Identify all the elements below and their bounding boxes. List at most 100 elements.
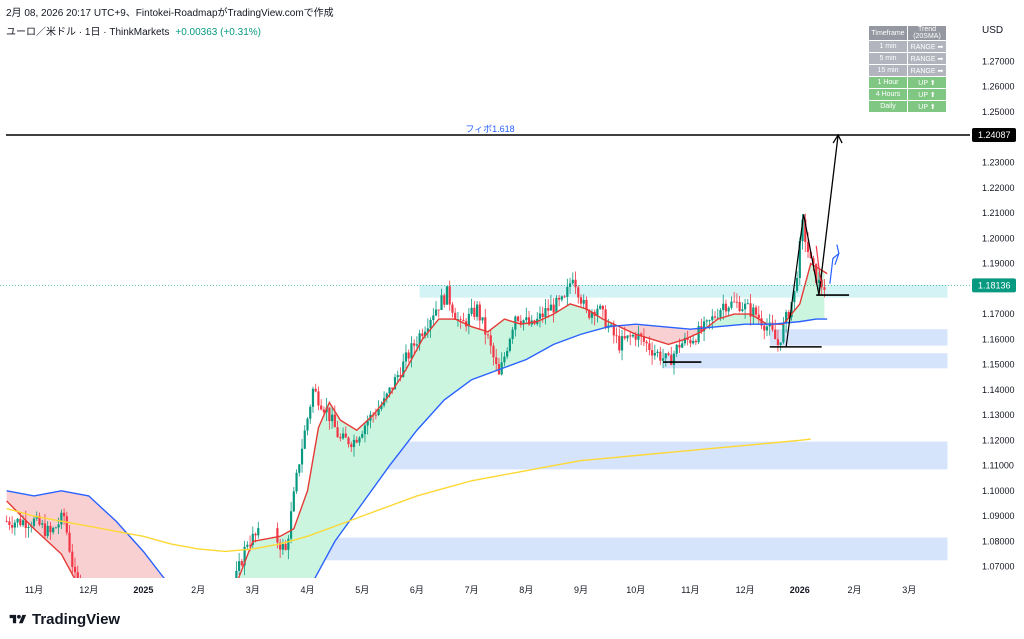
trend-value-cell: RANGE ➡ [908, 41, 946, 52]
candle-body-286 [804, 219, 807, 243]
sma-cloud-5 [786, 263, 825, 323]
y-tick-label: 1.26000 [982, 82, 1015, 92]
trend-tf-cell: 4 Hours [869, 89, 907, 100]
x-tick-label: 6月 [410, 585, 424, 595]
candle-body-121 [352, 439, 356, 448]
x-tick-label: 5月 [355, 585, 369, 595]
sma-cloud-1 [238, 303, 617, 578]
candle-body-211 [599, 305, 602, 309]
trend-tf-cell: 1 Hour [869, 77, 907, 88]
candle-body-183 [522, 320, 525, 325]
candle-body-141 [407, 352, 410, 359]
candle-body-108 [317, 391, 320, 406]
candle-body-246 [694, 340, 697, 343]
candle-body-201 [571, 279, 574, 284]
candle-body-25 [73, 566, 77, 573]
candle-body-155 [445, 286, 449, 305]
candle-body-92 [257, 528, 260, 536]
candle-body-222 [629, 335, 632, 337]
candle-body-292 [820, 279, 823, 288]
candle-body-146 [421, 333, 424, 337]
candle-body-6 [21, 520, 25, 526]
candle-body-5 [19, 518, 22, 526]
candle-body-106 [311, 388, 315, 407]
y-tick-label: 1.17000 [982, 309, 1015, 319]
trend-table: Timeframe Trend (20SMA) 1 min RANGE ➡ 5 mi… [868, 25, 947, 113]
candle-body-83 [233, 586, 235, 597]
candle-body-109 [320, 405, 323, 410]
candle-body-17 [52, 527, 55, 533]
candle-body-85 [238, 561, 241, 571]
candle-body-129 [374, 414, 377, 416]
candle-body-258 [727, 307, 730, 312]
candle-body-202 [574, 279, 577, 288]
candle-body-264 [744, 303, 747, 310]
candle-body-10 [32, 518, 36, 526]
candle-body-18 [54, 527, 57, 529]
candle-body-94 [279, 542, 282, 550]
candle-body-288 [809, 252, 812, 259]
candle-body-243 [686, 337, 689, 340]
candle-body-227 [642, 336, 646, 342]
candle-body-263 [741, 309, 744, 312]
candle-body-271 [763, 325, 766, 331]
candle-body-152 [437, 309, 440, 311]
candle-body-240 [678, 344, 681, 348]
candle-body-223 [631, 334, 635, 337]
blue-scenario-arrow [829, 252, 840, 284]
trend-value-cell: UP ⬆ [908, 77, 946, 88]
candle-body-130 [377, 408, 380, 416]
candle-body-238 [672, 353, 676, 365]
candle-body-167 [478, 304, 481, 321]
swing-line [785, 214, 820, 347]
candle-body-126 [366, 420, 369, 426]
y-tick-label: 1.19000 [982, 259, 1015, 269]
candle-body-182 [519, 321, 522, 325]
candle-body-114 [333, 414, 336, 428]
y-tick-label: 1.08000 [982, 536, 1015, 546]
candle-body-277 [779, 342, 782, 345]
candle-body-237 [670, 354, 673, 365]
candle-body-259 [730, 301, 733, 308]
candle-body-99 [292, 491, 295, 512]
tradingview-logo-icon [9, 614, 27, 624]
candle-body-122 [355, 439, 358, 443]
candle-body-102 [300, 448, 304, 465]
y-tick-label: 1.12000 [982, 435, 1015, 445]
candle-body-283 [795, 277, 799, 291]
candle-body-84 [235, 570, 238, 578]
candle-body-96 [284, 544, 287, 550]
tradingview-brand[interactable]: TradingView [8, 611, 120, 628]
candle-body-3 [13, 522, 16, 528]
candle-body-163 [467, 313, 470, 327]
candle-body-32 [93, 595, 95, 597]
candle-body-268 [754, 307, 758, 315]
candle-body-82 [230, 597, 232, 600]
x-tick-label: 3月 [902, 585, 916, 595]
candle-body-35 [101, 596, 103, 600]
candle-body-23 [68, 532, 71, 552]
candle-body-194 [552, 304, 555, 313]
candle-body-291 [817, 279, 821, 284]
candle-body-226 [640, 333, 643, 337]
y-tick-label: 1.23000 [982, 158, 1015, 168]
sma_mid-line [6, 318, 828, 578]
candle-body-145 [418, 333, 421, 345]
candle-body-21 [62, 512, 66, 517]
candle-body-233 [659, 351, 662, 361]
price-chart[interactable]: フィボ1.6181.270001.260001.250001.240001.23… [0, 0, 1024, 600]
candle-body-154 [443, 295, 446, 305]
y-tick-label: 1.11000 [982, 461, 1014, 471]
candle-body-244 [689, 339, 692, 344]
zone-4 [296, 537, 948, 561]
candle-body-20 [60, 512, 63, 525]
candle-body-24 [71, 551, 74, 567]
candle-body-113 [331, 414, 334, 422]
candle-body-116 [339, 437, 342, 439]
candle-body-8 [27, 526, 30, 528]
candle-body-100 [295, 472, 298, 492]
currency-label: USD [982, 25, 1004, 36]
candle-body-142 [410, 343, 413, 359]
candle-body-95 [281, 544, 284, 550]
candle-body-231 [653, 352, 656, 356]
